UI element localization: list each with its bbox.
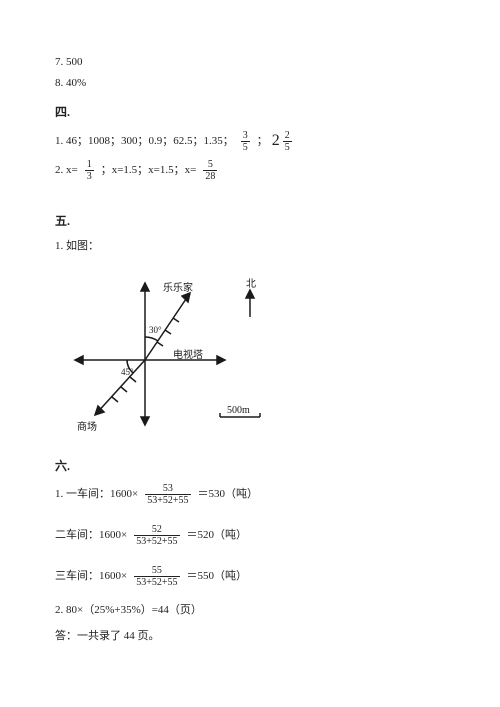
semi: ； — [257, 133, 268, 150]
frac-den: 53+52+55 — [134, 536, 179, 547]
label-30: 30° — [149, 325, 162, 335]
post-text: ＝530（吨） — [198, 486, 259, 503]
workshop-line: 1. 一车间：1600× 5353+52+55 ＝530（吨） — [55, 483, 445, 506]
label-north: 北 — [246, 278, 256, 290]
frac-num: 52 — [134, 524, 179, 536]
frac-num: 55 — [134, 565, 179, 577]
s6-answer: 答：一共录了 44 页。 — [55, 628, 445, 645]
s4-line1: 1. 46；1008；300；0.9；62.5；1.35； 3 5 ； 2 2 … — [55, 129, 445, 153]
fraction: 5353+52+55 — [145, 483, 190, 506]
label-mall: 商场 — [77, 420, 97, 433]
pre-text: 三车间：1600× — [55, 568, 127, 585]
fraction: 5553+52+55 — [134, 565, 179, 588]
heading-6: 六. — [55, 457, 445, 475]
frac-den: 53+52+55 — [134, 577, 179, 588]
s4-line2a: 2. x= — [55, 162, 78, 179]
mixed-den: 5 — [283, 142, 292, 153]
post-text: ＝550（吨） — [187, 568, 248, 585]
answer-8: 8. 40% — [55, 75, 445, 92]
label-45: 45° — [121, 367, 134, 377]
frac-num: 1 — [85, 159, 94, 171]
pre-text: 1. 一车间：1600× — [55, 486, 138, 503]
frac-den: 3 — [85, 171, 94, 182]
frac-den: 53+52+55 — [145, 495, 190, 506]
label-tower: 电视塔 — [173, 348, 203, 361]
frac-3-5: 3 5 — [241, 130, 250, 153]
frac-5-28: 5 28 — [203, 159, 217, 182]
s4-line2: 2. x= 1 3 ；x=1.5；x=1.5；x= 5 28 — [55, 159, 445, 182]
s4-line2b: ；x=1.5；x=1.5；x= — [101, 162, 197, 179]
frac-den: 28 — [203, 171, 217, 182]
frac-num: 3 — [241, 130, 250, 142]
post-text: ＝520（吨） — [187, 527, 248, 544]
pre-text: 二车间：1600× — [55, 527, 127, 544]
direction-diagram: 乐乐家 北 30° 45° 电视塔 商场 500m — [55, 265, 285, 445]
heading-5: 五. — [55, 212, 445, 230]
frac-den: 5 — [241, 142, 250, 153]
frac-num: 53 — [145, 483, 190, 495]
s6-q2: 2. 80×（25%+35%）=44（页） — [55, 602, 445, 619]
workshop-line: 三车间：1600× 5553+52+55 ＝550（吨） — [55, 565, 445, 588]
mixed-whole: 2 — [272, 132, 280, 149]
mixed-num: 2 — [283, 130, 292, 142]
s4-line1-text: 1. 46；1008；300；0.9；62.5；1.35； — [55, 133, 234, 150]
heading-4: 四. — [55, 103, 445, 121]
s5-intro: 1. 如图： — [55, 238, 445, 255]
mixed-2-2-5: 2 2 5 — [272, 129, 295, 153]
answer-7: 7. 500 — [55, 54, 445, 71]
fraction: 5253+52+55 — [134, 524, 179, 547]
label-lele: 乐乐家 — [163, 281, 193, 294]
frac-num: 5 — [203, 159, 217, 171]
frac-1-3: 1 3 — [85, 159, 94, 182]
workshop-line: 二车间：1600× 5253+52+55 ＝520（吨） — [55, 524, 445, 547]
label-scale: 500m — [227, 405, 250, 416]
